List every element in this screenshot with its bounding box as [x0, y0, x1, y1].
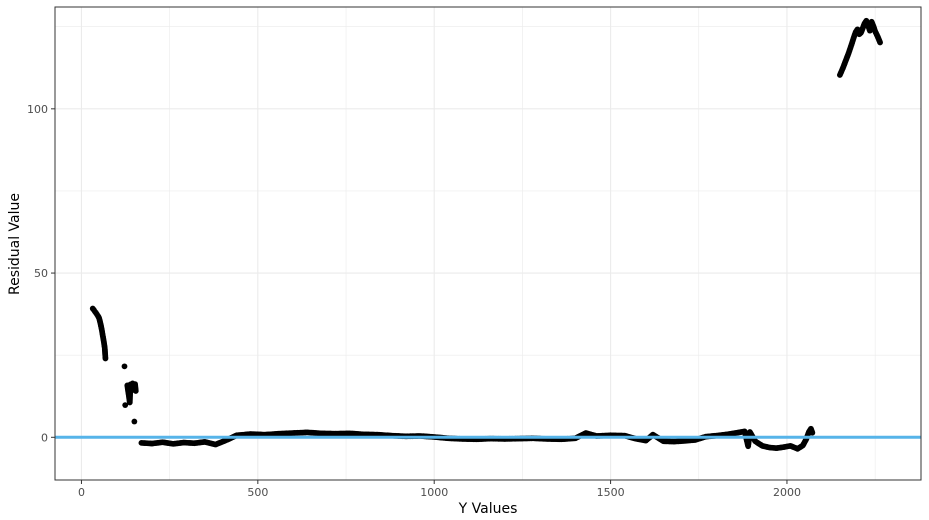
data-point [131, 418, 138, 425]
data-point [122, 402, 129, 409]
x-tick-label: 1000 [420, 486, 448, 499]
y-tick-label: 50 [34, 267, 48, 280]
data-point [809, 429, 816, 436]
y-axis-ticks: 0 50 100 [27, 103, 55, 444]
x-tick-label: 500 [247, 486, 268, 499]
data-point [132, 388, 139, 394]
y-tick-label: 0 [41, 431, 48, 444]
x-tick-label: 0 [78, 486, 85, 499]
y-axis-title: Residual Value [7, 193, 23, 295]
x-axis-ticks: 0 500 1000 1500 2000 [78, 480, 801, 499]
y-tick-label: 100 [27, 103, 48, 116]
data-point [102, 355, 109, 362]
plot-panel-border [54, 6, 922, 481]
x-tick-label: 2000 [773, 486, 801, 499]
x-tick-label: 1500 [597, 486, 625, 499]
data-point [121, 363, 128, 370]
plot-panel-background [55, 7, 921, 480]
data-point [877, 39, 883, 46]
x-axis-title: Y Values [458, 501, 518, 517]
grid-minor [55, 7, 921, 480]
